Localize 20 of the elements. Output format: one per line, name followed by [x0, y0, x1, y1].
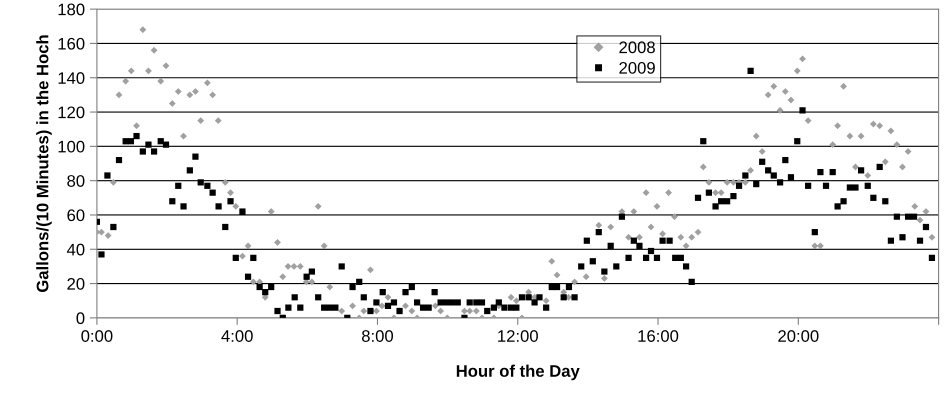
x-tick-label: 0:00	[81, 330, 112, 342]
y-tick-label: 160	[58, 38, 84, 50]
y-tick-label: 120	[58, 106, 84, 118]
x-tick-label: 20:00	[778, 330, 819, 342]
legend-label: 2009	[619, 62, 655, 74]
legend-label: 2008	[619, 41, 655, 54]
y-tick-label: 0	[76, 312, 84, 324]
y-tick-label: 60	[67, 209, 84, 222]
x-tick-label: 4:00	[221, 330, 253, 342]
y-tick-label: 140	[58, 72, 84, 84]
x-tick-label: 8:00	[362, 330, 394, 342]
x-tick-label: 12:00	[498, 330, 538, 342]
y-tick-label: 100	[58, 140, 84, 153]
y-tick-label: 40	[66, 244, 84, 256]
x-axis-title: Hour of the Day	[456, 364, 580, 380]
y-tick-label: 20	[67, 278, 84, 290]
y-tick-label: 180	[58, 4, 84, 16]
y-axis-title: Gallons/(10 Minutes) in the Hoch	[36, 35, 52, 292]
y-tick-label: 80	[67, 175, 84, 187]
x-tick-label: 16:00	[638, 330, 678, 342]
